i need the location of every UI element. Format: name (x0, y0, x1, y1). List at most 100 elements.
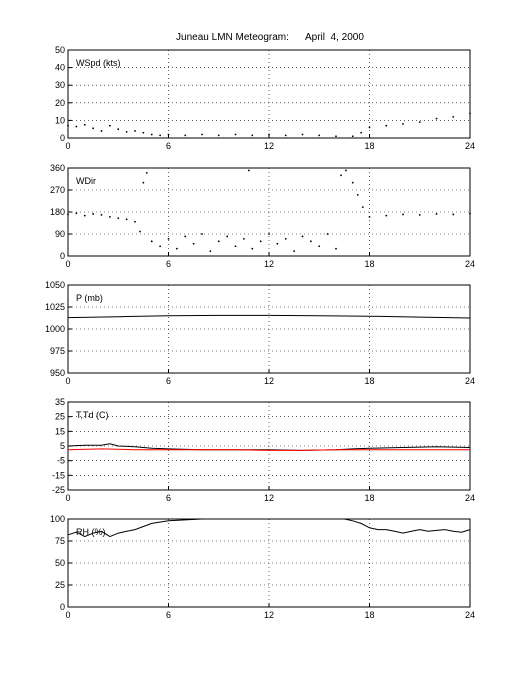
y-tick-label: 0 (60, 251, 65, 261)
data-point (276, 242, 279, 245)
y-tick-label: 50 (55, 45, 65, 55)
x-tick-label: 18 (364, 376, 374, 386)
data-point (117, 217, 120, 220)
data-point (67, 213, 69, 216)
data-point (142, 181, 145, 184)
data-point (67, 124, 69, 127)
data-point (234, 245, 237, 248)
x-tick-label: 18 (364, 493, 374, 503)
x-tick-label: 0 (65, 610, 70, 620)
y-tick-label: 1050 (45, 280, 65, 290)
y-tick-label: 30 (55, 80, 65, 90)
data-point (452, 213, 455, 216)
data-point (368, 215, 371, 218)
series-line-0 (67, 518, 471, 538)
y-tick-label: 950 (50, 368, 65, 378)
data-point (309, 240, 312, 243)
y-tick-label: 1025 (45, 302, 65, 312)
panel-1: 0 6 12 18 24 0 90 180 270 360 WDir (50, 163, 475, 269)
y-tick-label: 100 (50, 514, 65, 524)
data-point (226, 235, 229, 238)
data-point (326, 233, 329, 235)
data-point (301, 235, 304, 238)
data-point (385, 124, 388, 127)
data-point (108, 124, 111, 127)
data-point (452, 115, 455, 118)
data-point (469, 112, 471, 115)
y-tick-label: 75 (55, 536, 65, 546)
data-point (108, 215, 111, 218)
data-point (435, 213, 438, 215)
panel-0: 0 6 12 18 24 0 10 20 30 40 50 WSpd (kts) (55, 45, 475, 151)
x-tick-label: 18 (364, 259, 374, 269)
data-point (117, 128, 120, 131)
data-point (184, 235, 187, 238)
x-tick-label: 12 (264, 610, 274, 620)
data-point (159, 134, 162, 137)
panel-label: P (mb) (76, 293, 103, 303)
data-point (167, 133, 170, 136)
data-point (100, 214, 103, 216)
data-point (318, 134, 321, 137)
data-point (192, 242, 195, 245)
data-point (361, 206, 364, 209)
data-point (139, 230, 141, 233)
data-point (209, 250, 212, 253)
data-point (75, 212, 78, 215)
x-tick-label: 12 (264, 376, 274, 386)
data-point (251, 247, 254, 250)
panel-label: RH (%) (76, 527, 106, 537)
data-point (335, 247, 337, 250)
data-point (100, 130, 103, 132)
y-tick-label: -15 (52, 470, 65, 480)
x-tick-label: 6 (166, 493, 171, 503)
data-point (418, 121, 421, 124)
y-tick-label: 90 (55, 229, 65, 239)
x-tick-label: 24 (465, 610, 475, 620)
data-point (92, 127, 95, 130)
x-tick-label: 0 (65, 141, 70, 151)
y-tick-label: 40 (55, 63, 65, 73)
data-point (301, 133, 304, 136)
data-point (251, 134, 254, 137)
data-point (360, 131, 363, 134)
x-tick-label: 12 (264, 259, 274, 269)
panel-label: T,Td (C) (76, 410, 109, 420)
data-point (201, 133, 203, 136)
y-tick-label: 975 (50, 346, 65, 356)
data-point (234, 133, 237, 136)
x-tick-label: 0 (65, 493, 70, 503)
panel-2: 0 6 12 18 24 950 975 1000 1025 1050 P (mb) (45, 280, 475, 386)
x-tick-label: 24 (465, 493, 475, 503)
data-point (167, 237, 170, 240)
data-point (435, 117, 438, 120)
x-tick-label: 24 (465, 376, 475, 386)
data-point (284, 134, 287, 137)
y-tick-label: 10 (55, 115, 65, 125)
x-tick-label: 24 (465, 259, 475, 269)
data-point (217, 134, 220, 137)
data-point (293, 250, 296, 253)
y-tick-label: 15 (55, 426, 65, 436)
y-tick-label: 270 (50, 185, 65, 195)
y-tick-label: 360 (50, 163, 65, 173)
x-tick-label: 12 (264, 141, 274, 151)
y-tick-label: 0 (60, 602, 65, 612)
panel-label: WSpd (kts) (76, 58, 121, 68)
data-point (268, 133, 270, 136)
data-point (92, 213, 95, 215)
y-tick-label: 1000 (45, 324, 65, 334)
y-tick-label: 180 (50, 207, 65, 217)
data-point (340, 174, 342, 177)
x-tick-label: 6 (166, 610, 171, 620)
data-point (418, 214, 421, 216)
data-point (175, 247, 178, 250)
y-tick-label: 25 (55, 412, 65, 422)
data-point (345, 169, 347, 172)
data-point (242, 237, 245, 240)
data-point (150, 133, 153, 136)
data-point (268, 233, 270, 235)
y-tick-label: -5 (57, 456, 65, 466)
data-point (83, 123, 86, 126)
data-point (385, 214, 388, 217)
